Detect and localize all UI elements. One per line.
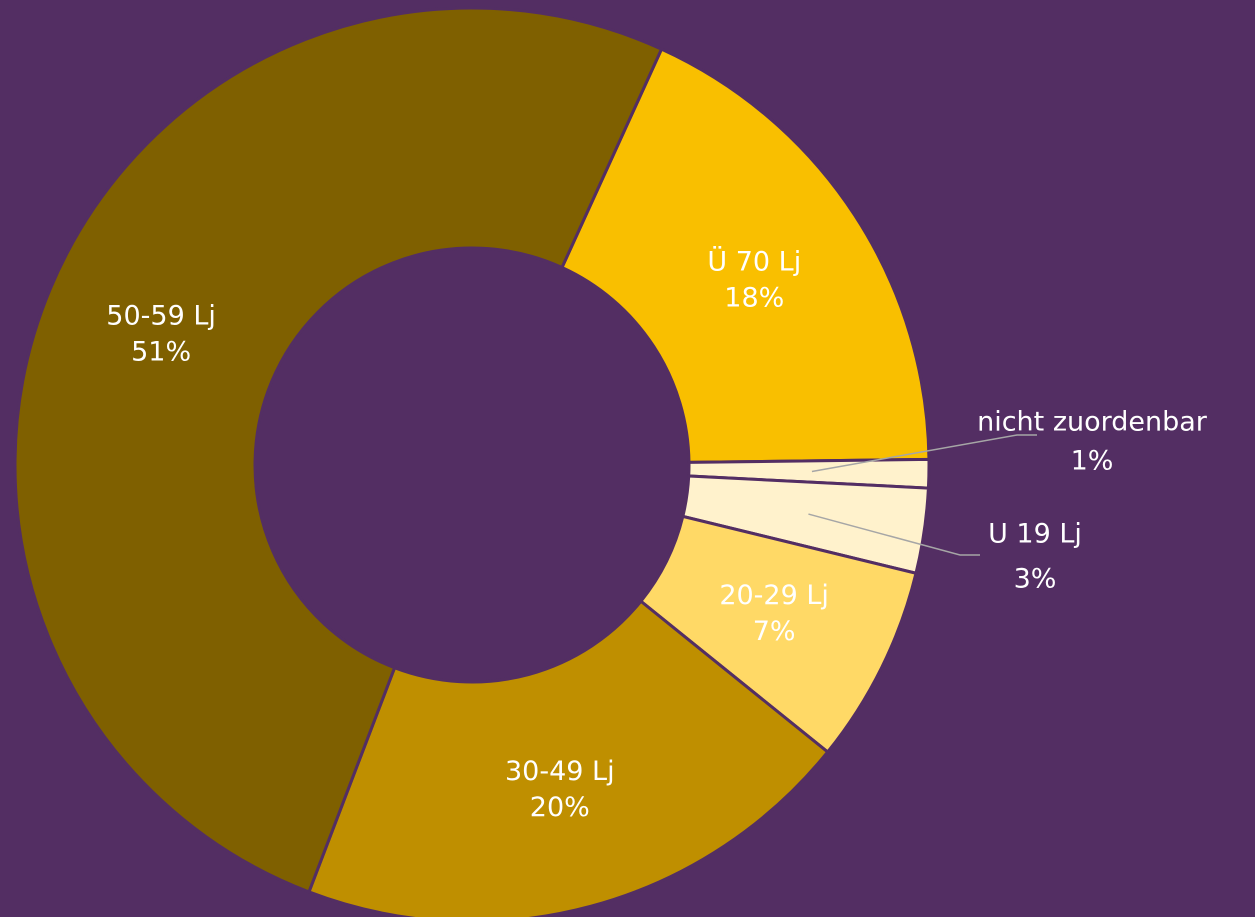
value-label: 18%	[724, 282, 784, 313]
leader-line	[811, 434, 1037, 473]
slice-label: U 19 Lj	[988, 519, 1082, 550]
leader-line	[808, 513, 980, 556]
donut-slice	[307, 599, 830, 917]
value-label: 1%	[1071, 446, 1114, 477]
value-label: 7%	[753, 616, 796, 647]
slice-label: 30-49 Lj	[505, 756, 615, 787]
donut-slice	[13, 6, 664, 894]
slice-label: 50-59 Lj	[106, 300, 216, 331]
value-label: 51%	[131, 336, 191, 367]
value-label: 3%	[1014, 564, 1057, 595]
slice-label: 20-29 Lj	[719, 580, 829, 611]
donut-slice	[560, 47, 931, 464]
value-label: 20%	[530, 792, 590, 823]
slice-label: Ü 70 Lj	[707, 245, 801, 277]
slice-label: nicht zuordenbar	[977, 407, 1208, 438]
